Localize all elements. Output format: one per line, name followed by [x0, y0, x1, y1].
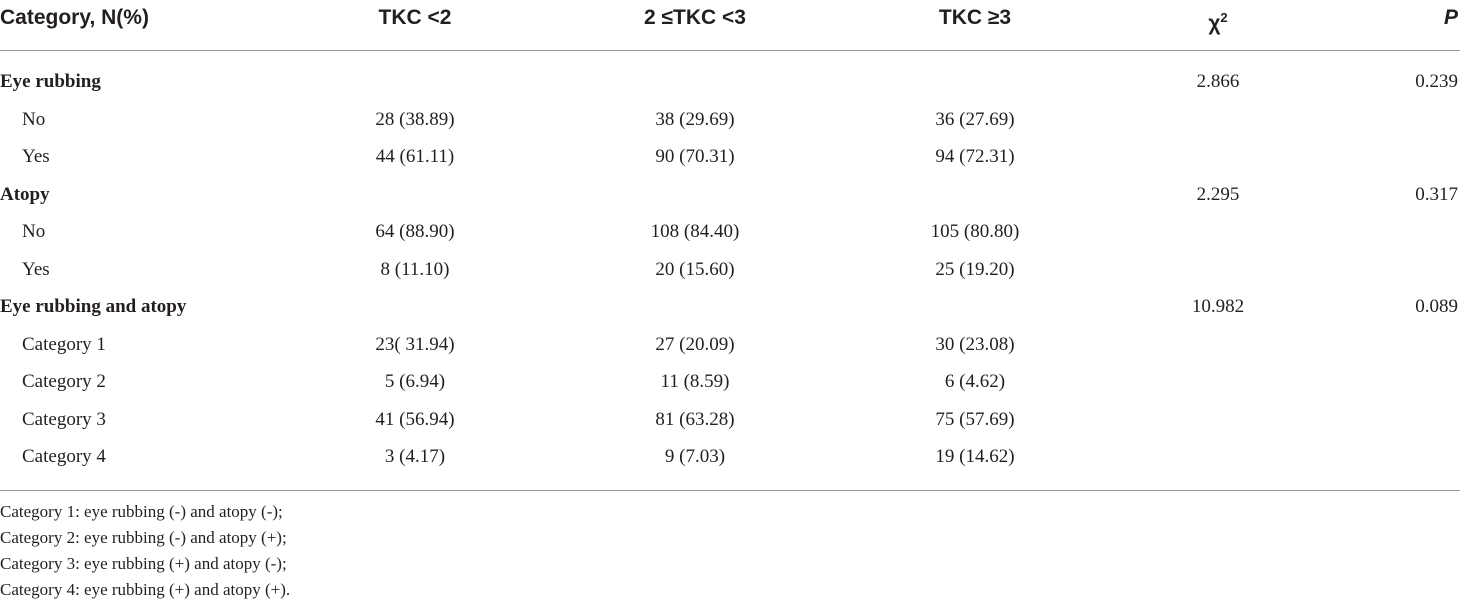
data-cell: 3 (4.17)	[384, 446, 446, 467]
data-cell: 25 (19.20)	[935, 258, 1015, 280]
data-cell: 64 (88.90)	[375, 221, 455, 242]
data-cell: 27 (20.09)	[655, 333, 735, 355]
data-cell: 5 (6.94)	[384, 371, 446, 392]
data-cell: 30 (23.08)	[935, 333, 1015, 355]
header-rule	[0, 50, 1460, 51]
data-cell: 108 (84.40)	[650, 221, 740, 242]
row-label: Category 1	[22, 333, 106, 355]
row-label: Category 3	[22, 408, 106, 430]
data-cell: 23( 31.94)	[375, 333, 455, 355]
data-cell: 19 (14.62)	[935, 446, 1015, 467]
chi2-value: 2.866	[1196, 71, 1240, 92]
data-cell: 8 (11.10)	[380, 258, 450, 280]
data-cell: 41 (56.94)	[375, 408, 455, 430]
data-cell: 20 (15.60)	[655, 258, 735, 280]
data-cell: 38 (29.69)	[655, 108, 735, 130]
header-superscript: 2	[1220, 10, 1228, 25]
header-cell: Category, N(%)	[0, 6, 149, 29]
bottom-rule	[0, 490, 1460, 491]
header-symbol: χ	[1208, 12, 1221, 35]
header-cell: 2 ≤TKC <3	[644, 6, 746, 29]
p-value: 0.317	[1415, 183, 1458, 205]
header-cell: TKC ≥3	[938, 6, 1012, 29]
row-label: Yes	[22, 146, 50, 167]
footnote: Category 2: eye rubbing (-) and atopy (+…	[0, 528, 287, 547]
header-cell: P	[1443, 6, 1458, 29]
p-value: 0.089	[1415, 296, 1458, 317]
data-cell: 11 (8.59)	[660, 371, 730, 392]
group-label: Atopy	[0, 183, 50, 205]
chi2-value: 10.982	[1191, 296, 1245, 317]
chi2-value: 2.295	[1196, 183, 1240, 205]
data-cell: 94 (72.31)	[935, 146, 1015, 167]
group-label: Eye rubbing	[0, 71, 101, 92]
row-label: No	[22, 108, 46, 130]
data-cell: 105 (80.80)	[930, 221, 1020, 242]
data-cell: 6 (4.62)	[944, 371, 1006, 392]
group-label: Eye rubbing and atopy	[0, 296, 187, 317]
data-cell: 36 (27.69)	[935, 108, 1015, 130]
data-cell: 81 (63.28)	[655, 408, 735, 430]
footnote: Category 1: eye rubbing (-) and atopy (-…	[0, 502, 283, 521]
row-label: Category 2	[22, 371, 106, 392]
p-value: 0.239	[1415, 71, 1458, 92]
row-label: No	[22, 221, 46, 242]
row-label: Yes	[22, 258, 50, 280]
data-cell: 44 (61.11)	[375, 146, 455, 167]
data-cell: 90 (70.31)	[655, 146, 735, 167]
header-cell: χ2	[1208, 6, 1227, 36]
data-cell: 75 (57.69)	[935, 408, 1015, 430]
footnote: Category 4: eye rubbing (+) and atopy (+…	[0, 580, 291, 599]
header-cell: TKC <2	[378, 6, 452, 29]
footnote: Category 3: eye rubbing (+) and atopy (-…	[0, 554, 287, 573]
row-label: Category 4	[22, 446, 106, 467]
data-cell: 28 (38.89)	[375, 108, 455, 130]
data-cell: 9 (7.03)	[664, 446, 726, 467]
